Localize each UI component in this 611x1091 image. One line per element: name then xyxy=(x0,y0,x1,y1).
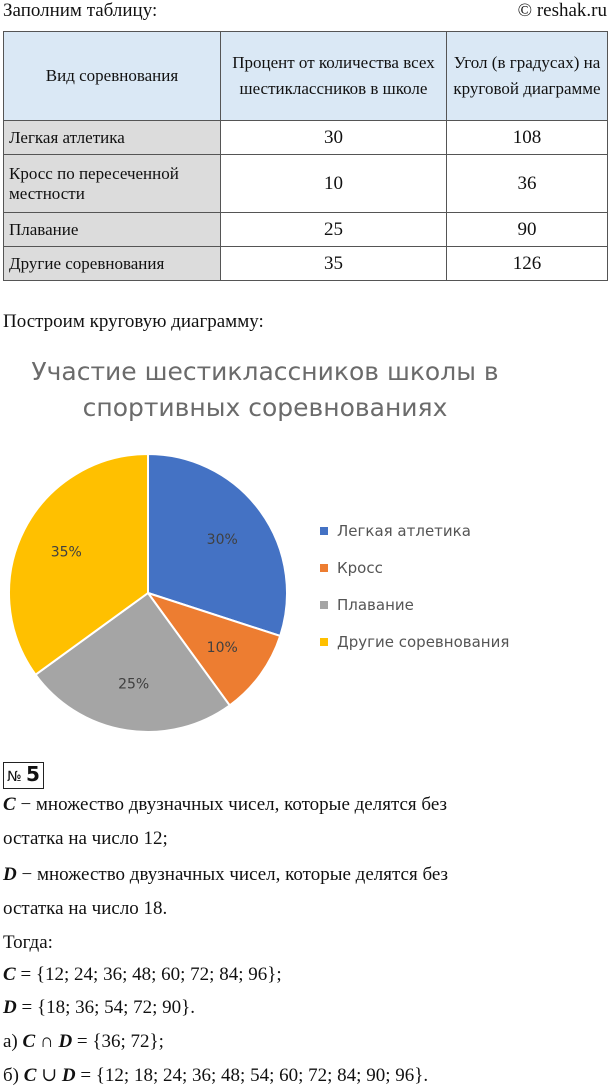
legend-item: Плавание xyxy=(320,586,509,623)
pie-data-label: 25% xyxy=(118,677,149,693)
legend-label: Другие соревнования xyxy=(337,632,510,651)
data-table: Вид соревнования Процент от количества в… xyxy=(3,31,609,281)
legend-label: Легкая атлетика xyxy=(337,521,471,540)
cell-percent: 10 xyxy=(220,154,447,213)
pie-slice-cross xyxy=(145,591,282,707)
intro-text: Заполним таблицу: xyxy=(3,0,158,21)
pie-slice-swimming xyxy=(34,591,232,733)
pie-chart: 30% 10% 25% 35% xyxy=(8,452,288,733)
cell-percent: 25 xyxy=(220,212,447,247)
then-text: Тогда: xyxy=(3,932,53,953)
cell-percent: 35 xyxy=(220,246,447,281)
pie-data-label: 35% xyxy=(51,544,82,560)
legend-item: Кросс xyxy=(320,549,509,586)
item-label-a: а) xyxy=(3,1031,23,1052)
intersection-line: а) C ∩ D = {36; 72}; xyxy=(3,1031,164,1053)
d-def-text: − множество двузначных чисел, которые де… xyxy=(16,864,449,885)
union-line: б) C ∪ D = {12; 18; 24; 36; 48; 54; 60; … xyxy=(3,1064,428,1087)
chart-legend: Легкая атлетика Кросс Плавание Другие со… xyxy=(320,512,509,660)
chart-lead-text: Построим круговую диаграмму: xyxy=(3,311,264,332)
legend-item: Легкая атлетика xyxy=(320,512,509,549)
number-sign: № xyxy=(7,769,22,785)
item-label-b: б) xyxy=(3,1065,24,1086)
table-row: Кросс по пересеченной местности 10 36 xyxy=(3,154,609,213)
op-intersection: ∩ xyxy=(35,1031,59,1052)
var-d: D xyxy=(3,864,17,885)
op-union: ∪ xyxy=(36,1065,62,1086)
cell-percent: 30 xyxy=(220,120,447,155)
d-set: = {18; 36; 54; 72; 90}. xyxy=(16,997,196,1018)
cell-angle: 90 xyxy=(445,212,609,247)
c-definition-cont: остатка на число 12; xyxy=(3,828,168,849)
cell-angle: 36 xyxy=(445,154,609,213)
d-definition: D − множество двузначных чисел, которые … xyxy=(3,864,448,886)
table-row: Плавание 25 90 xyxy=(3,212,609,247)
cell-name: Легкая атлетика xyxy=(3,120,221,155)
d-definition-cont: остатка на число 18. xyxy=(3,898,168,919)
legend-label: Кросс xyxy=(337,558,383,577)
pie-slice-other xyxy=(8,452,149,677)
var-d: D xyxy=(58,1031,73,1052)
cell-name: Кросс по пересеченной местности xyxy=(3,154,221,213)
chart-title: Участие шестиклассников школы в спортивн… xyxy=(31,357,499,422)
table-header-row: Вид соревнования Процент от количества в… xyxy=(3,31,609,121)
pie-data-label: 10% xyxy=(207,640,238,656)
task-number: 5 xyxy=(26,762,40,786)
cell-name: Другие соревнования xyxy=(3,246,221,281)
union-result: = {12; 18; 24; 36; 48; 54; 60; 72; 84; 9… xyxy=(75,1065,429,1086)
intersection-result: = {36; 72}; xyxy=(72,1031,164,1052)
header-cell: Вид соревнования xyxy=(3,31,221,121)
d-set-line: D = {18; 36; 54; 72; 90}. xyxy=(3,997,195,1019)
var-c: C xyxy=(3,794,16,815)
c-def-text: − множество двузначных чисел, которые де… xyxy=(15,794,447,815)
legend-swatch xyxy=(320,637,328,646)
legend-swatch xyxy=(320,526,328,535)
table-row: Легкая атлетика 30 108 xyxy=(3,120,609,155)
var-d: D xyxy=(3,997,17,1018)
var-c: C xyxy=(3,964,16,985)
var-c: C xyxy=(22,1031,36,1052)
legend-swatch xyxy=(320,563,328,572)
c-definition: C − множество двузначных чисел, которые … xyxy=(3,794,447,816)
table-row: Другие соревнования 35 126 xyxy=(3,246,609,281)
legend-label: Плавание xyxy=(337,595,414,614)
pie-slice-athletics xyxy=(147,452,288,638)
c-set-line: C = {12; 24; 36; 48; 60; 72; 84; 96}; xyxy=(3,964,282,986)
header-cell: Угол (в градусах) на круговой диаграмме xyxy=(445,31,609,121)
var-d: D xyxy=(61,1065,76,1086)
site-watermark[interactable]: © reshak.ru xyxy=(517,0,607,21)
task-number-badge: № 5 xyxy=(3,762,44,789)
cell-name: Плавание xyxy=(3,212,221,247)
c-set: = {12; 24; 36; 48; 60; 72; 84; 96}; xyxy=(15,964,282,985)
legend-item: Другие соревнования xyxy=(320,623,509,660)
cell-angle: 108 xyxy=(445,120,609,155)
pie-data-label: 30% xyxy=(207,532,238,548)
header-cell: Процент от количества всех шестиклассник… xyxy=(220,31,447,121)
legend-swatch xyxy=(320,600,328,609)
var-c: C xyxy=(23,1065,37,1086)
cell-angle: 126 xyxy=(445,246,609,281)
